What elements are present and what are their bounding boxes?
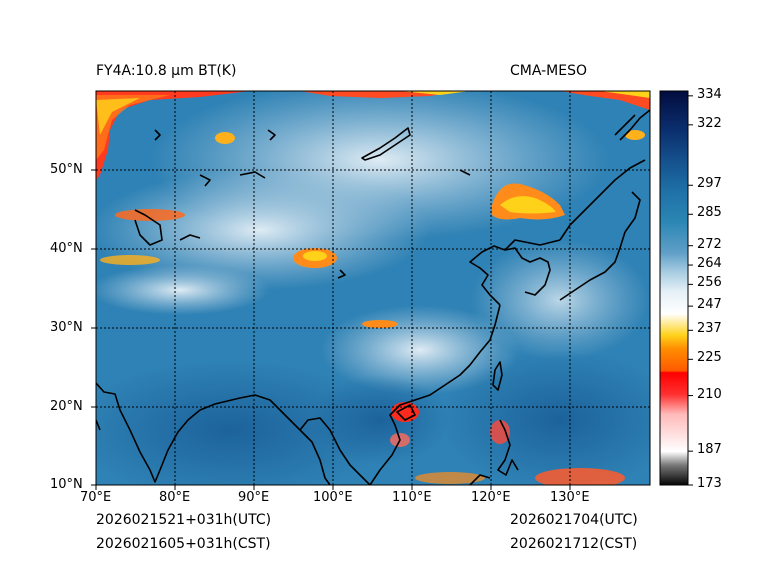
model-label: CMA-MESO: [510, 63, 588, 79]
colorbar-tick-label: 225: [697, 350, 722, 366]
valid-time-cst: 2026021712(CST): [510, 536, 638, 552]
map-frame: [95, 90, 651, 486]
colorbar-ticks: [688, 95, 693, 486]
init-time-utc: 2026021521+031h(UTC): [96, 512, 272, 528]
colorbar: [659, 90, 689, 486]
colorbar-tick-label: 334: [697, 86, 722, 102]
lon-tick-label: 100°E: [313, 490, 353, 505]
lon-tick-label: 70°E: [80, 490, 112, 505]
colorbar-tick-label: 256: [697, 275, 722, 291]
product-title: FY4A:10.8 µm BT(K): [96, 63, 237, 79]
brightness-temperature-field: [96, 91, 650, 485]
lat-tick-label: 10°N: [50, 477, 83, 492]
lon-tick-label: 110°E: [392, 490, 432, 505]
axis-tick-marks: [91, 169, 571, 490]
colorbar-tick-label: 297: [697, 176, 722, 192]
lat-tick-label: 20°N: [50, 399, 83, 414]
lat-tick-label: 30°N: [50, 320, 83, 335]
lat-tick-label: 50°N: [50, 162, 83, 177]
lat-tick-label: 40°N: [50, 241, 83, 256]
colorbar-tick-label: 173: [697, 476, 722, 491]
valid-time-utc: 2026021704(UTC): [510, 512, 638, 528]
colorbar-tick-label: 264: [697, 256, 722, 272]
graticule: [96, 91, 650, 485]
lon-tick-label: 130°E: [550, 490, 590, 505]
colorbar-tick-label: 272: [697, 236, 722, 252]
lon-tick-label: 90°E: [238, 490, 270, 505]
lon-tick-label: 80°E: [159, 490, 191, 505]
colorbar-tick-label: 237: [697, 321, 722, 337]
init-time-cst: 2026021605+031h(CST): [96, 536, 271, 552]
colorbar-tick-label: 322: [697, 115, 722, 131]
colorbar-tick-label: 187: [697, 442, 722, 458]
lon-tick-label: 120°E: [471, 490, 511, 505]
colorbar-tick-label: 210: [697, 386, 722, 402]
colorbar-tick-label: 247: [697, 297, 722, 313]
colorbar-tick-label: 285: [697, 205, 722, 221]
